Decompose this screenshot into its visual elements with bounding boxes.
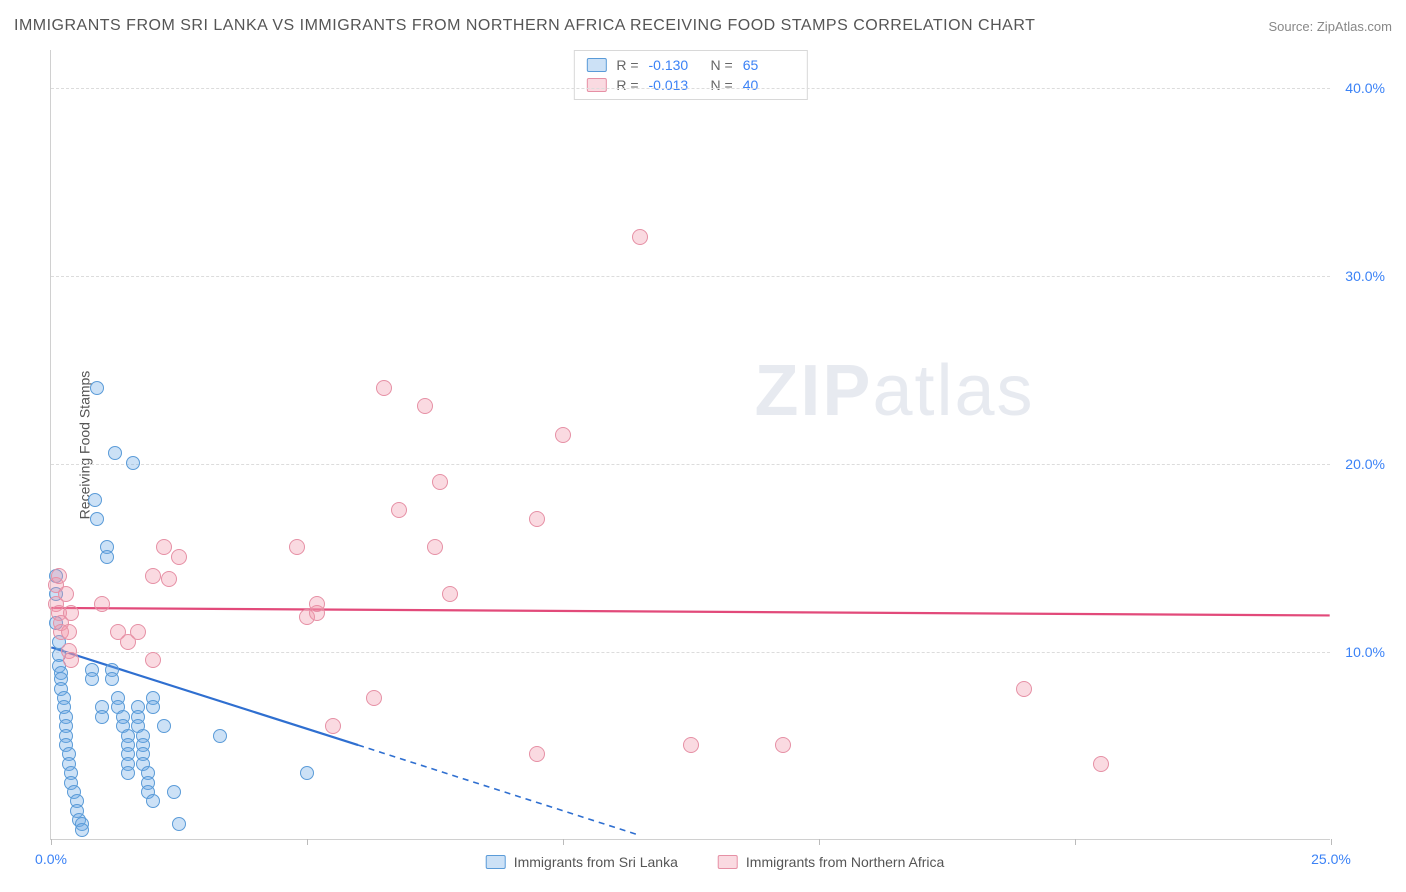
data-point-series-1 (417, 398, 433, 414)
data-point-series-1 (130, 624, 146, 640)
data-point-series-0 (95, 710, 109, 724)
data-point-series-1 (145, 568, 161, 584)
y-tick-label: 20.0% (1345, 456, 1385, 472)
x-tick (1331, 839, 1332, 845)
data-point-series-1 (442, 586, 458, 602)
x-tick (819, 839, 820, 845)
data-point-series-1 (1093, 756, 1109, 772)
data-point-series-1 (325, 718, 341, 734)
swatch-series-0 (486, 855, 506, 869)
data-point-series-0 (167, 785, 181, 799)
stats-row-series-1: R = -0.013 N = 40 (586, 75, 794, 95)
legend-item-series-0: Immigrants from Sri Lanka (486, 854, 678, 870)
data-point-series-1 (289, 539, 305, 555)
data-point-series-0 (157, 719, 171, 733)
data-point-series-1 (94, 596, 110, 612)
data-point-series-0 (121, 766, 135, 780)
data-point-series-0 (105, 672, 119, 686)
data-point-series-0 (126, 456, 140, 470)
watermark: ZIPatlas (754, 350, 1034, 432)
grid-line (51, 652, 1330, 653)
data-point-series-1 (156, 539, 172, 555)
grid-line (51, 464, 1330, 465)
swatch-series-1 (718, 855, 738, 869)
data-point-series-1 (555, 427, 571, 443)
data-point-series-1 (376, 380, 392, 396)
data-point-series-1 (58, 586, 74, 602)
data-point-series-0 (146, 700, 160, 714)
data-point-series-1 (432, 474, 448, 490)
x-tick-label: 25.0% (1311, 851, 1351, 867)
data-point-series-0 (108, 446, 122, 460)
stats-row-series-0: R = -0.130 N = 65 (586, 55, 794, 75)
data-point-series-0 (213, 729, 227, 743)
data-point-series-1 (61, 624, 77, 640)
data-point-series-1 (683, 737, 699, 753)
trend-lines (51, 50, 1330, 839)
data-point-series-1 (427, 539, 443, 555)
data-point-series-1 (529, 746, 545, 762)
data-point-series-1 (1016, 681, 1032, 697)
data-point-series-1 (63, 605, 79, 621)
data-point-series-1 (632, 229, 648, 245)
swatch-series-1 (586, 78, 606, 92)
data-point-series-1 (161, 571, 177, 587)
data-point-series-1 (366, 690, 382, 706)
data-point-series-0 (75, 823, 89, 837)
x-tick (307, 839, 308, 845)
data-point-series-1 (391, 502, 407, 518)
legend-item-series-1: Immigrants from Northern Africa (718, 854, 944, 870)
x-tick-label: 0.0% (35, 851, 67, 867)
data-point-series-1 (63, 652, 79, 668)
x-tick (1075, 839, 1076, 845)
data-point-series-0 (85, 672, 99, 686)
data-point-series-1 (775, 737, 791, 753)
data-point-series-0 (88, 493, 102, 507)
source-attribution: Source: ZipAtlas.com (1268, 19, 1392, 34)
data-point-series-0 (146, 794, 160, 808)
chart-area: Receiving Food Stamps ZIPatlas R = -0.13… (50, 50, 1380, 840)
grid-line (51, 88, 1330, 89)
data-point-series-1 (171, 549, 187, 565)
data-point-series-0 (90, 512, 104, 526)
grid-line (51, 276, 1330, 277)
data-point-series-1 (145, 652, 161, 668)
data-point-series-1 (309, 596, 325, 612)
data-point-series-0 (172, 817, 186, 831)
data-point-series-0 (100, 550, 114, 564)
plot-region: ZIPatlas R = -0.130 N = 65 R = -0.013 N … (50, 50, 1330, 840)
swatch-series-0 (586, 58, 606, 72)
y-tick-label: 40.0% (1345, 80, 1385, 96)
data-point-series-1 (529, 511, 545, 527)
y-tick-label: 30.0% (1345, 268, 1385, 284)
y-tick-label: 10.0% (1345, 644, 1385, 660)
data-point-series-0 (300, 766, 314, 780)
data-point-series-1 (51, 568, 67, 584)
x-tick (51, 839, 52, 845)
chart-title: IMMIGRANTS FROM SRI LANKA VS IMMIGRANTS … (14, 17, 1035, 35)
x-tick (563, 839, 564, 845)
bottom-legend: Immigrants from Sri Lanka Immigrants fro… (486, 854, 945, 870)
data-point-series-0 (90, 381, 104, 395)
stats-legend-box: R = -0.130 N = 65 R = -0.013 N = 40 (573, 50, 807, 100)
